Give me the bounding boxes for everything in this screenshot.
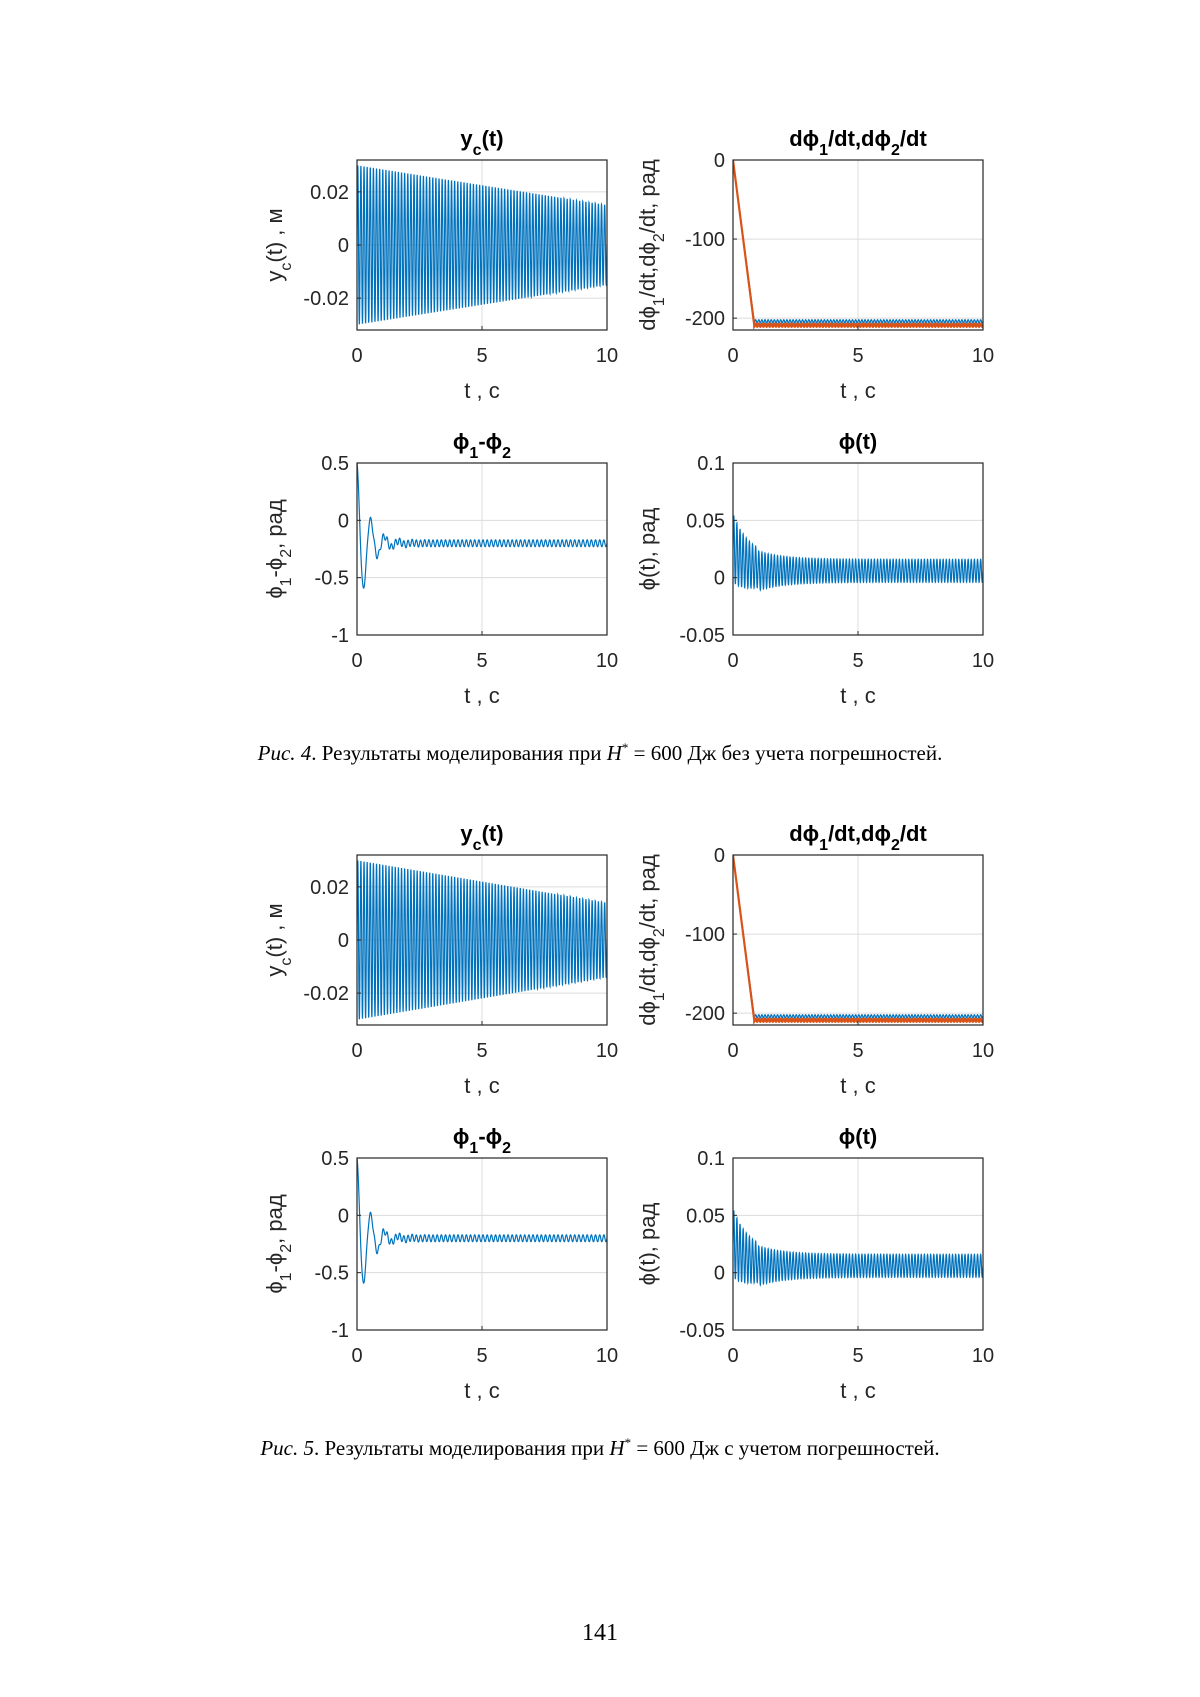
paper-page: 05100.020-0.02t , cyc(t) , мyc(t)05100-1… <box>0 0 1200 1697</box>
x-axis-label: t , c <box>464 683 499 708</box>
y-tick-label: -200 <box>685 308 725 330</box>
x-tick-label: 5 <box>476 1345 487 1367</box>
y-tick-label: -100 <box>685 229 725 251</box>
subplot-title: ϕ(t) <box>839 1124 877 1149</box>
x-axis-label: t , c <box>464 1378 499 1403</box>
y-tick-label: -100 <box>685 924 725 946</box>
x-axis-label: t , c <box>840 683 875 708</box>
y-tick-label: 0 <box>338 510 349 532</box>
subplot-2: 0 5 10 0 -100 -200 t , c dϕ1/dt,dϕ2/dt, рад dϕ1/… <box>635 126 994 403</box>
subplot-4: 05100.10.050-0.05t , cϕ(t), радϕ(t) <box>635 1124 994 1403</box>
y-axis-label: ϕ1-ϕ2, рад <box>262 499 295 598</box>
x-tick-label: 10 <box>596 650 618 672</box>
x-tick-label: 0 <box>351 1345 362 1367</box>
subplot-title: dϕ1/dt,dϕ2/dt <box>789 821 927 854</box>
x-tick-label: 0 <box>351 650 362 672</box>
subplot-title: ϕ1-ϕ2 <box>453 1124 511 1157</box>
y-axis-label: yc(t) , м <box>262 208 295 281</box>
y-tick-label: -0.02 <box>303 983 349 1005</box>
y-tick-label: 0.05 <box>686 1205 725 1227</box>
x-tick-label: 10 <box>596 1345 618 1367</box>
y-axis-label: dϕ1/dt,dϕ2/dt, рад <box>635 159 668 331</box>
y-tick-label: -0.05 <box>679 1320 725 1342</box>
x-axis-label: t , c <box>464 378 499 403</box>
x-axis-label: t , c <box>840 378 875 403</box>
y-tick-label: 0 <box>714 1263 725 1285</box>
page-number: 141 <box>0 1620 1200 1647</box>
x-tick-label: 10 <box>596 345 618 367</box>
y-tick-label: 0 <box>338 1205 349 1227</box>
y-axis-label: ϕ1-ϕ2, рад <box>262 1194 295 1293</box>
y-tick-label: 0.02 <box>310 877 349 899</box>
figure-5-caption: Рис. 5. Результаты моделирования при H* … <box>0 1435 1200 1461</box>
y-tick-label: 0 <box>714 150 725 172</box>
x-tick-label: 10 <box>972 1345 994 1367</box>
y-axis-label: ϕ(t), рад <box>635 508 660 591</box>
x-tick-label: 5 <box>852 345 863 367</box>
subplot-1: 0 5 10 0.02 0 -0.02 t , c yc(t) , м yc(t) <box>262 821 618 1098</box>
y-axis-label: ϕ(t), рад <box>635 1203 660 1286</box>
y-axis-label: dϕ1/dt,dϕ2/dt, рад <box>635 854 668 1026</box>
x-tick-label: 5 <box>476 345 487 367</box>
x-axis-label: t , c <box>840 1378 875 1403</box>
y-tick-label: 0 <box>338 235 349 257</box>
y-tick-label: 0.05 <box>686 510 725 532</box>
x-tick-label: 0 <box>727 1345 738 1367</box>
x-tick-label: 0 <box>727 1040 738 1062</box>
subplot-4: 05100.10.050-0.05t , cϕ(t), радϕ(t) <box>635 429 994 708</box>
y-tick-label: 0 <box>714 845 725 867</box>
y-tick-label: 0 <box>338 930 349 952</box>
x-tick-label: 0 <box>351 1040 362 1062</box>
x-tick-label: 0 <box>351 345 362 367</box>
x-tick-label: 5 <box>476 650 487 672</box>
x-tick-label: 5 <box>852 1345 863 1367</box>
y-axis-label: yc(t) , м <box>262 903 295 976</box>
x-tick-label: 5 <box>852 1040 863 1062</box>
subplot-title: ϕ(t) <box>839 429 877 454</box>
subplot-3: 0 5 10 0.5 0 -0.5 -1 t , c ϕ1-ϕ2, рад ϕ1-ϕ2 <box>262 1124 618 1403</box>
y-tick-label: 0.1 <box>697 1148 725 1170</box>
x-tick-label: 10 <box>972 1040 994 1062</box>
x-tick-label: 10 <box>972 345 994 367</box>
y-tick-label: -200 <box>685 1003 725 1025</box>
y-tick-label: -0.05 <box>679 625 725 647</box>
x-axis-label: t , c <box>464 1073 499 1098</box>
y-tick-label: -0.5 <box>315 1263 349 1285</box>
x-tick-label: 10 <box>596 1040 618 1062</box>
subplot-1: 0 5 10 0.02 0 -0.02 t , c yc(t) , м yc(t) <box>262 126 618 403</box>
subplot-title: dϕ1/dt,dϕ2/dt <box>789 126 927 159</box>
x-tick-label: 0 <box>727 650 738 672</box>
figure-4: 05100.020-0.02t , cyc(t) , мyc(t)05100-1… <box>0 120 1200 730</box>
x-tick-label: 0 <box>727 345 738 367</box>
y-tick-label: 0.02 <box>310 182 349 204</box>
subplot-title: yc(t) <box>460 821 503 854</box>
y-tick-label: -1 <box>331 625 349 647</box>
x-tick-label: 10 <box>972 650 994 672</box>
x-tick-label: 5 <box>476 1040 487 1062</box>
subplot-title: ϕ1-ϕ2 <box>453 429 511 462</box>
subplot-3: 0 5 10 0.5 0 -0.5 -1 t , c ϕ1-ϕ2, рад ϕ1-ϕ2 <box>262 429 618 708</box>
y-tick-label: 0 <box>714 568 725 590</box>
x-axis-label: t , c <box>840 1073 875 1098</box>
y-tick-label: -0.02 <box>303 288 349 310</box>
y-tick-label: 0.1 <box>697 453 725 475</box>
x-tick-label: 5 <box>852 650 863 672</box>
subplot-2: 0 5 10 0 -100 -200 t , c dϕ1/dt,dϕ2/dt, рад dϕ1/… <box>635 821 994 1098</box>
y-tick-label: 0.5 <box>321 1148 349 1170</box>
figure-5: 05100.020-0.02t , cyc(t) , мyc(t)05100-1… <box>0 815 1200 1420</box>
y-tick-label: 0.5 <box>321 453 349 475</box>
subplot-title: yc(t) <box>460 126 503 159</box>
y-tick-label: -0.5 <box>315 568 349 590</box>
y-tick-label: -1 <box>331 1320 349 1342</box>
figure-4-caption: Рис. 4. Результаты моделирования при H* … <box>0 740 1200 766</box>
